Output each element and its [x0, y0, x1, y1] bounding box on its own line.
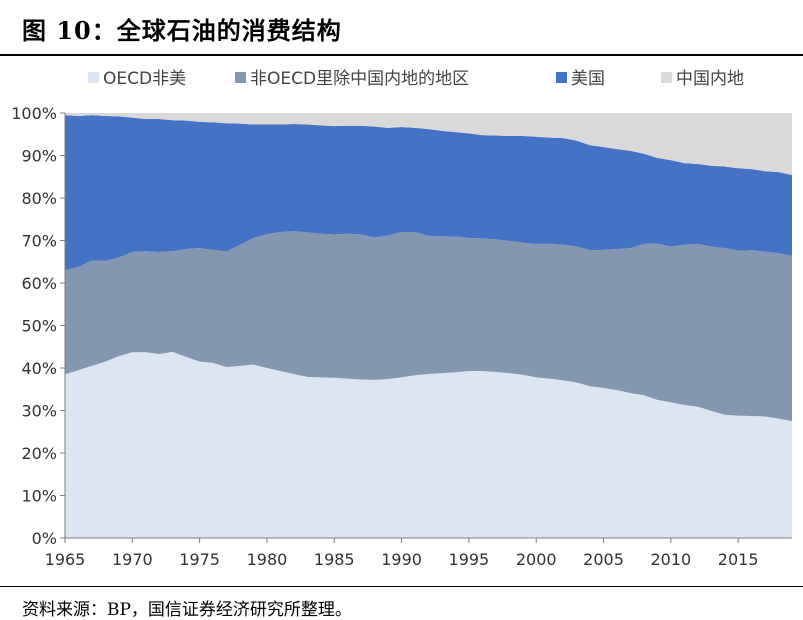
y-tick-label: 10%	[21, 487, 57, 506]
legend-swatch-2	[235, 72, 246, 83]
x-tick-label: 1995	[449, 550, 490, 569]
stacked-area-chart: OECD非美 非OECD里除中国内地的地区 美国 中国内地 0% 10% 20% 30% 40…	[11, 69, 792, 569]
chart-axes: 0% 10% 20% 30% 40% 50% 60% 70% 80% 90% 100% 1965 197…	[11, 104, 792, 569]
x-tick-label: 1965	[45, 550, 86, 569]
legend-swatch-1	[88, 72, 99, 83]
x-tick-label: 1975	[179, 550, 220, 569]
legend-label-1: OECD非美	[103, 69, 186, 89]
y-tick-label: 70%	[21, 232, 57, 251]
figure-title: 图 10：全球石油的消费结构	[22, 16, 342, 45]
y-tick-label: 50%	[21, 317, 57, 336]
legend-label-4: 中国内地	[676, 69, 744, 89]
figure-title-bar: 图 10：全球石油的消费结构	[0, 0, 803, 56]
area-series-4	[65, 113, 792, 176]
x-tick-label: 2000	[516, 550, 557, 569]
figure-source-bar: 资料来源：BP，国信证券经济研究所整理。	[0, 586, 803, 620]
area-series-2	[65, 231, 792, 422]
legend-swatch-4	[661, 72, 672, 83]
y-tick-label: 60%	[21, 274, 57, 293]
x-tick-label: 2015	[718, 550, 759, 569]
x-tick-label: 1985	[314, 550, 355, 569]
chart-areas	[65, 113, 792, 538]
y-tick-label: 40%	[21, 359, 57, 378]
area-series-1	[65, 351, 792, 538]
legend-label-2: 非OECD里除中国内地的地区	[250, 69, 469, 89]
source-note: 资料来源：BP，国信证券经济研究所整理。	[22, 600, 352, 620]
x-tick-label: 1980	[247, 550, 288, 569]
x-tick-label: 1990	[381, 550, 422, 569]
x-tick-label: 2010	[650, 550, 691, 569]
legend-swatch-3	[556, 72, 567, 83]
y-tick-label: 80%	[21, 189, 57, 208]
area-series-3	[65, 115, 792, 271]
y-tick-label: 100%	[11, 104, 57, 123]
x-tick-label: 1970	[112, 550, 153, 569]
y-tick-label: 90%	[21, 147, 57, 166]
y-tick-label: 30%	[21, 402, 57, 421]
legend-label-3: 美国	[571, 69, 605, 89]
y-tick-label: 20%	[21, 444, 57, 463]
chart-legend: OECD非美 非OECD里除中国内地的地区 美国 中国内地	[88, 69, 744, 89]
y-tick-label: 0%	[32, 529, 57, 548]
x-tick-label: 2005	[583, 550, 624, 569]
